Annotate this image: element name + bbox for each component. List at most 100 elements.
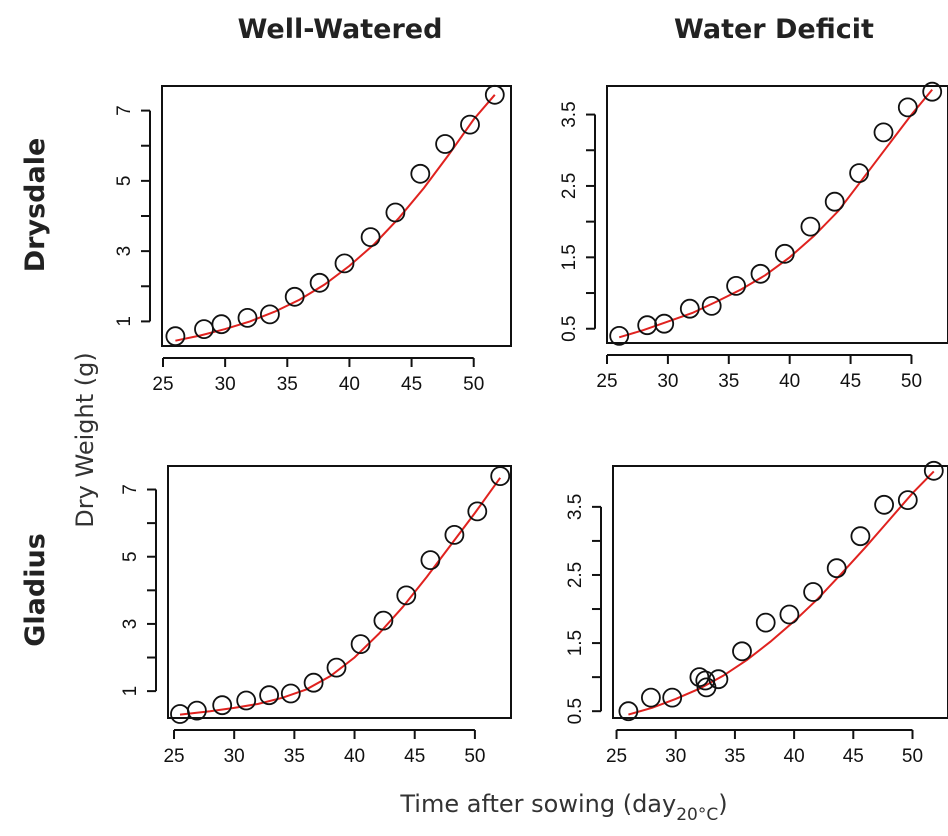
data-point	[897, 97, 918, 118]
data-point	[284, 286, 305, 307]
data-point	[360, 227, 381, 248]
y-tick-label: 1	[114, 316, 135, 327]
x-tick-label: 35	[718, 371, 739, 392]
col-title-water-deficit: Water Deficit	[674, 14, 874, 45]
data-point	[897, 490, 918, 511]
row-title-gladius: Gladius	[20, 533, 51, 647]
data-point	[236, 690, 257, 711]
x-tick-label: 35	[724, 746, 745, 767]
data-point	[641, 687, 661, 708]
x-tick-label: 30	[665, 746, 686, 767]
data-point	[237, 307, 258, 328]
data-point	[701, 295, 722, 316]
data-point	[326, 657, 347, 678]
data-point	[467, 501, 488, 522]
data-point	[826, 558, 847, 579]
data-point	[679, 298, 700, 319]
y-tick-label: 2.5	[565, 562, 586, 588]
y-tick-label: 7	[114, 105, 135, 116]
panel-drysdale-water-deficit: 25 30 35 40 45 50 0.5 1.5 2.5 3.5	[559, 81, 948, 392]
data-point	[212, 695, 233, 716]
data-point	[410, 163, 431, 184]
y-tick-label: 1.5	[559, 244, 580, 270]
x-tick-label: 40	[784, 746, 805, 767]
x-tick-label: 25	[163, 746, 184, 767]
x-axis-title: Time after sowing (day20°C)	[399, 790, 727, 825]
y-tick-label: 0.5	[559, 316, 580, 342]
data-point	[420, 550, 441, 570]
x-axis-title-subscript: 20°C	[676, 805, 718, 825]
row-title-drysdale: Drysdale	[20, 138, 51, 273]
data-point	[484, 84, 505, 105]
data-point	[396, 585, 417, 606]
data-point	[435, 134, 456, 154]
data-point	[309, 272, 330, 293]
x-tick-label: 50	[463, 374, 484, 395]
data-point	[637, 315, 658, 336]
data-point	[824, 191, 845, 212]
panel-gladius-water-deficit: 25 30 35 40 45 50 0.5 1.5 2.5 3.5	[565, 460, 948, 767]
data-point	[750, 263, 771, 284]
y-tick-label: 5	[114, 176, 135, 187]
y-tick-label: 3.5	[565, 494, 586, 520]
data-point	[800, 216, 821, 237]
data-point	[873, 122, 894, 143]
data-point	[385, 202, 406, 223]
data-point	[259, 304, 280, 325]
data-point	[211, 314, 232, 335]
x-tick-label: 50	[902, 746, 923, 767]
x-tick-label: 40	[779, 371, 800, 392]
data-point	[874, 494, 894, 515]
data-point	[695, 670, 716, 691]
plot-frame	[612, 465, 948, 719]
x-tick-label: 45	[840, 371, 861, 392]
data-point	[165, 326, 186, 347]
plot-frame	[606, 85, 948, 344]
data-point	[662, 687, 683, 708]
x-tick-label: 45	[843, 746, 864, 767]
fit-curve	[179, 477, 502, 716]
x-tick-label: 45	[401, 374, 422, 395]
data-point	[774, 243, 795, 264]
data-point	[922, 81, 943, 102]
data-point	[609, 325, 630, 346]
data-point	[923, 460, 944, 481]
y-tick-label: 3	[120, 619, 141, 630]
x-tick-label: 45	[404, 746, 425, 767]
data-point	[490, 466, 511, 487]
x-tick-label: 25	[152, 374, 173, 395]
data-point	[708, 669, 729, 690]
x-axis-title-main: Time after sowing (day	[399, 790, 676, 818]
fit-curve	[618, 88, 933, 339]
x-tick-label: 25	[596, 371, 617, 392]
col-title-well-watered: Well-Watered	[238, 14, 443, 45]
x-tick-label: 30	[224, 746, 245, 767]
data-point	[755, 612, 776, 633]
x-tick-label: 25	[606, 746, 627, 767]
data-point	[444, 525, 465, 545]
data-point	[654, 313, 675, 334]
y-tick-label: 1.5	[565, 630, 586, 656]
x-tick-label: 40	[339, 374, 360, 395]
data-point	[460, 114, 480, 135]
plot-frame	[161, 85, 512, 347]
data-point	[280, 683, 301, 704]
data-point	[850, 526, 871, 547]
fit-curve	[175, 94, 496, 342]
x-tick-label: 30	[215, 374, 236, 395]
x-tick-label: 30	[657, 371, 678, 392]
fit-curve	[628, 470, 935, 716]
plot-frame	[167, 465, 512, 719]
data-point	[259, 685, 280, 706]
data-point	[618, 701, 639, 722]
data-point	[373, 610, 394, 631]
y-tick-label: 0.5	[565, 698, 586, 724]
data-point	[849, 163, 869, 184]
x-axis-title-close: )	[718, 790, 727, 818]
y-tick-label: 1	[120, 686, 141, 697]
y-tick-label: 7	[120, 484, 141, 495]
x-tick-label: 35	[284, 746, 305, 767]
y-tick-label: 3.5	[559, 101, 580, 127]
